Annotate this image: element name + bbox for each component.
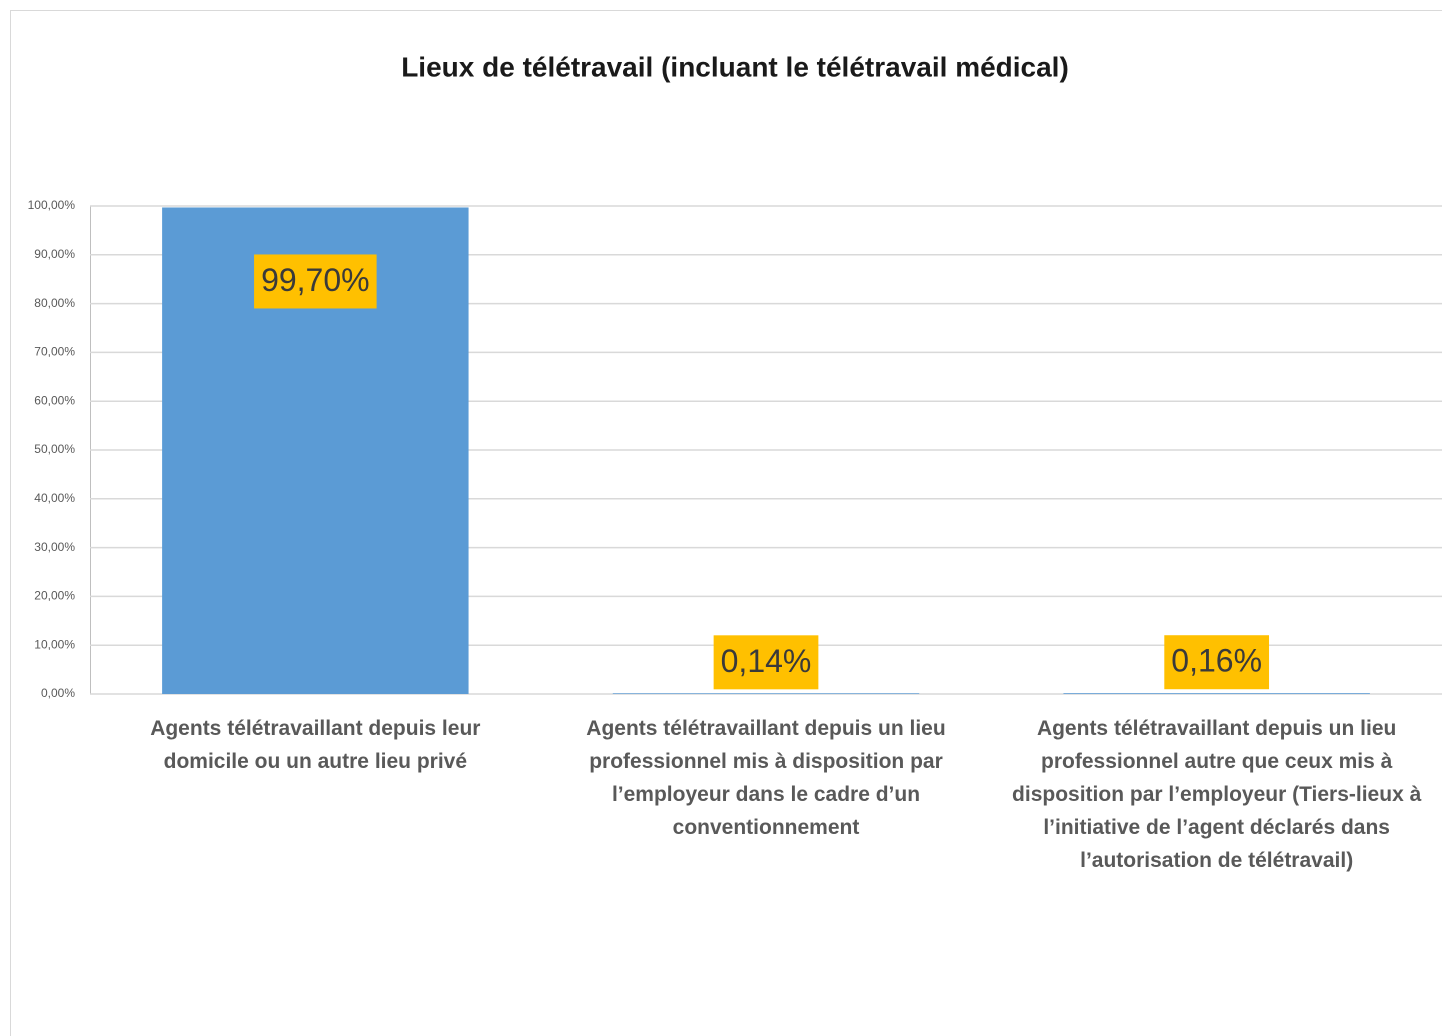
y-tick-label: 70,00% xyxy=(34,345,75,359)
y-tick-label: 90,00% xyxy=(34,247,75,261)
x-tick-label: Agents télétravaillant depuis leur domic… xyxy=(150,717,481,773)
x-tick-label: Agents télétravaillant depuis un lieu pr… xyxy=(1012,717,1422,872)
data-label: 0,16% xyxy=(1171,643,1262,679)
y-tick-label: 10,00% xyxy=(34,637,75,651)
bar xyxy=(1063,693,1370,694)
y-tick-label: 60,00% xyxy=(34,393,75,407)
data-label-box xyxy=(1164,635,1270,690)
data-label-box xyxy=(254,254,377,309)
y-tick-label: 40,00% xyxy=(34,491,75,505)
x-tick-label: Agents télétravaillant depuis un lieu pr… xyxy=(586,717,946,839)
y-tick-label: 30,00% xyxy=(34,540,75,554)
y-tick-label: 100,00% xyxy=(28,198,76,212)
data-label: 99,70% xyxy=(261,262,370,298)
chart-border xyxy=(10,10,1442,1036)
y-tick-label: 80,00% xyxy=(34,296,75,310)
y-tick-label: 50,00% xyxy=(34,442,75,456)
chart-title: Lieux de télétravail (incluant le télétr… xyxy=(401,51,1069,82)
data-label: 0,14% xyxy=(721,643,812,679)
y-tick-label: 20,00% xyxy=(34,589,75,603)
y-tick-label: 0,00% xyxy=(41,686,75,700)
data-label-box xyxy=(713,635,819,690)
bar xyxy=(612,693,920,694)
